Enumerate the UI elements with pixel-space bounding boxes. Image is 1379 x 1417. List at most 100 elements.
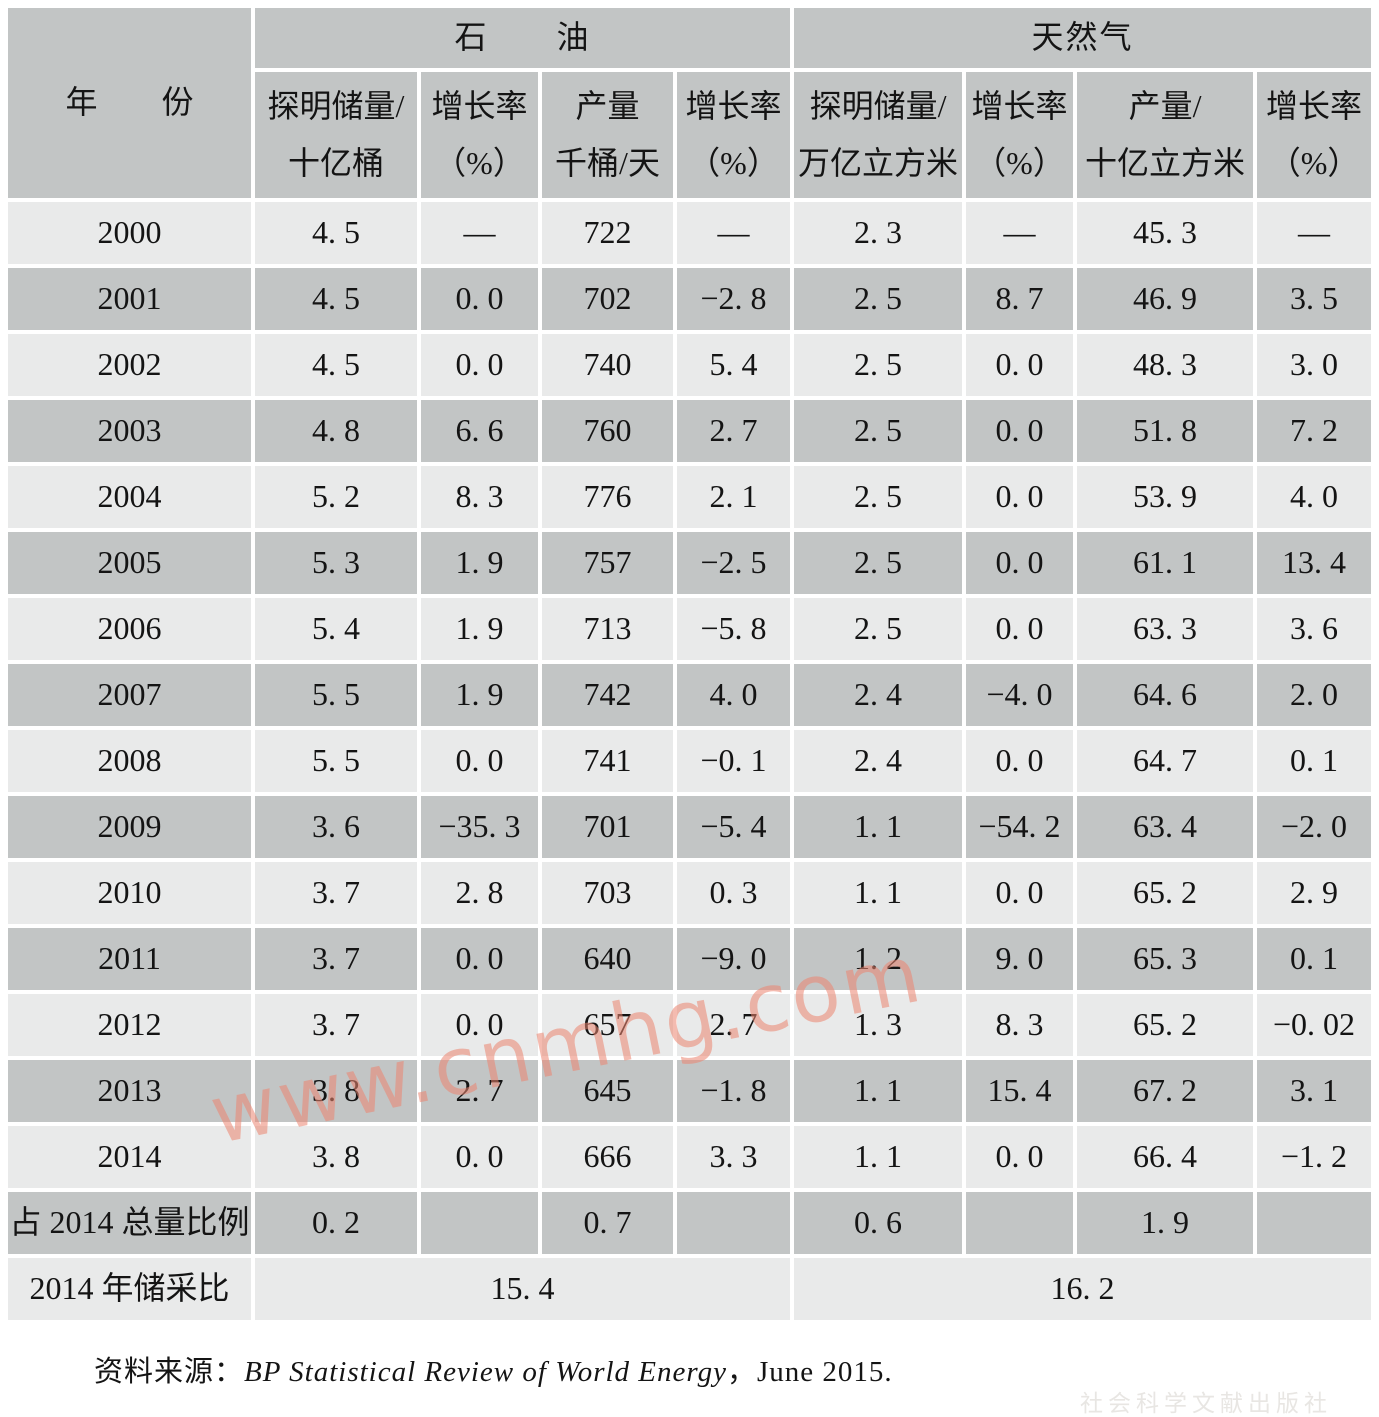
source-suffix: ，June 2015. xyxy=(726,1356,893,1388)
year-cell: 2001 xyxy=(8,268,251,330)
source-note: 资料来源：BP Statistical Review of World Ener… xyxy=(94,1348,1375,1390)
value-cell: −1. 8 xyxy=(677,1060,791,1122)
year-cell: 2014 xyxy=(8,1126,251,1188)
gas-rp-value: 16. 2 xyxy=(794,1258,1372,1320)
value-cell: 3. 0 xyxy=(1257,334,1372,396)
value-cell: — xyxy=(966,202,1074,264)
value-cell: −2. 5 xyxy=(677,532,791,594)
table-row: 2008 5. 5 0. 0 741 −0. 1 2. 4 0. 0 64. 7 0. 1 xyxy=(8,730,1372,792)
value-cell: 2. 5 xyxy=(794,334,963,396)
value-cell: 5. 4 xyxy=(677,334,791,396)
value-cell: 2. 4 xyxy=(794,730,963,792)
value-cell: −0. 02 xyxy=(1257,994,1372,1056)
oil-gas-statistics-table: 年 份 石 油 天然气 探明储量/ 十亿桶 增长率 （%） 产量 千桶/天 xyxy=(4,4,1375,1324)
value-cell: 2. 0 xyxy=(1257,664,1372,726)
value-cell: 0. 0 xyxy=(966,862,1074,924)
value-cell: 5. 2 xyxy=(255,466,417,528)
value-cell: −9. 0 xyxy=(677,928,791,990)
value-cell: −54. 2 xyxy=(966,796,1074,858)
value-cell: 1. 3 xyxy=(794,994,963,1056)
value-cell: 1. 2 xyxy=(794,928,963,990)
value-cell: 722 xyxy=(542,202,673,264)
value-cell: 3. 3 xyxy=(677,1126,791,1188)
source-prefix: 资料来源： xyxy=(94,1356,245,1388)
value-cell: 0. 0 xyxy=(966,730,1074,792)
value-cell: 9. 0 xyxy=(966,928,1074,990)
year-cell: 2006 xyxy=(8,598,251,660)
value-cell: 666 xyxy=(542,1126,673,1188)
gas-production-growth-header: 增长率 （%） xyxy=(1257,72,1372,198)
year-cell: 2012 xyxy=(8,994,251,1056)
value-cell: 0. 3 xyxy=(677,862,791,924)
value-cell: 757 xyxy=(542,532,673,594)
value-cell: 0. 0 xyxy=(966,400,1074,462)
sub-header-row: 探明储量/ 十亿桶 增长率 （%） 产量 千桶/天 增长率 （%） 探明储量/ xyxy=(8,72,1372,198)
table-body: 2000 4. 5—722—2. 3—45. 3—2001 4. 5 0. 0 702−… xyxy=(8,202,1372,1188)
value-cell: 2. 7 xyxy=(421,1060,538,1122)
publisher-mark: 社会科学文献出版社 xyxy=(1080,1391,1332,1416)
year-cell: 2004 xyxy=(8,466,251,528)
oil-group-header: 石 油 xyxy=(255,8,791,68)
value-cell: 2. 4 xyxy=(794,664,963,726)
year-cell: 2009 xyxy=(8,796,251,858)
value-cell: 0. 0 xyxy=(966,532,1074,594)
value-cell: 4. 8 xyxy=(255,400,417,462)
value-cell: 0. 1 xyxy=(1257,928,1372,990)
value-cell: 0. 2 xyxy=(255,1192,417,1254)
year-cell: 2011 xyxy=(8,928,251,990)
year-cell: 2005 xyxy=(8,532,251,594)
value-cell xyxy=(421,1192,538,1254)
share-of-total-row: 占 2014 总量比例 0. 2 0. 7 0. 6 1. 9 xyxy=(8,1192,1372,1254)
value-cell: 3. 8 xyxy=(255,1126,417,1188)
value-cell: 1. 1 xyxy=(794,1126,963,1188)
value-cell: 4. 0 xyxy=(677,664,791,726)
value-cell: 776 xyxy=(542,466,673,528)
value-cell: 2. 5 xyxy=(794,268,963,330)
value-cell: −1. 2 xyxy=(1257,1126,1372,1188)
gas-reserves-header: 探明储量/ 万亿立方米 xyxy=(794,72,963,198)
value-cell: 1. 9 xyxy=(421,598,538,660)
value-cell: 1. 9 xyxy=(421,532,538,594)
value-cell: 1. 9 xyxy=(1077,1192,1254,1254)
value-cell: −5. 4 xyxy=(677,796,791,858)
value-cell: 4. 5 xyxy=(255,202,417,264)
value-cell: 63. 4 xyxy=(1077,796,1254,858)
value-cell: 3. 1 xyxy=(1257,1060,1372,1122)
oil-production-growth-header: 增长率 （%） xyxy=(677,72,791,198)
value-cell: 53. 9 xyxy=(1077,466,1254,528)
value-cell: 3. 5 xyxy=(1257,268,1372,330)
value-cell: 67. 2 xyxy=(1077,1060,1254,1122)
value-cell: 741 xyxy=(542,730,673,792)
value-cell: 0. 0 xyxy=(421,730,538,792)
table-row: 2010 3. 7 2. 8 703 0. 3 1. 1 0. 0 65. 2 2. 9 xyxy=(8,862,1372,924)
year-cell: 2000 xyxy=(8,202,251,264)
table-row: 2006 5. 4 1. 9 713 −5. 8 2. 5 0. 0 63. 3 3. 6 xyxy=(8,598,1372,660)
value-cell: 760 xyxy=(542,400,673,462)
value-cell: 61. 1 xyxy=(1077,532,1254,594)
year-cell: 2013 xyxy=(8,1060,251,1122)
value-cell: 702 xyxy=(542,268,673,330)
share-row-label: 占 2014 总量比例 xyxy=(8,1192,251,1254)
value-cell: 2. 8 xyxy=(421,862,538,924)
value-cell: 3. 8 xyxy=(255,1060,417,1122)
table-summary: 占 2014 总量比例 0. 2 0. 7 0. 6 1. 9 2014 年储采… xyxy=(8,1192,1372,1320)
value-cell: 8. 3 xyxy=(966,994,1074,1056)
value-cell: 2. 3 xyxy=(794,202,963,264)
value-cell: 4. 5 xyxy=(255,334,417,396)
value-cell: — xyxy=(421,202,538,264)
value-cell: 5. 5 xyxy=(255,664,417,726)
value-cell: 6. 6 xyxy=(421,400,538,462)
year-cell: 2007 xyxy=(8,664,251,726)
value-cell: 0. 0 xyxy=(966,334,1074,396)
value-cell: 2. 5 xyxy=(794,400,963,462)
oil-reserves-growth-header: 增长率 （%） xyxy=(421,72,538,198)
value-cell: 65. 2 xyxy=(1077,862,1254,924)
value-cell: 45. 3 xyxy=(1077,202,1254,264)
oil-reserves-header: 探明储量/ 十亿桶 xyxy=(255,72,417,198)
oil-rp-value: 15. 4 xyxy=(255,1258,791,1320)
value-cell: 48. 3 xyxy=(1077,334,1254,396)
table-header: 年 份 石 油 天然气 探明储量/ 十亿桶 增长率 （%） 产量 千桶/天 xyxy=(8,8,1372,198)
value-cell: 65. 2 xyxy=(1077,994,1254,1056)
value-cell: 2. 9 xyxy=(1257,862,1372,924)
